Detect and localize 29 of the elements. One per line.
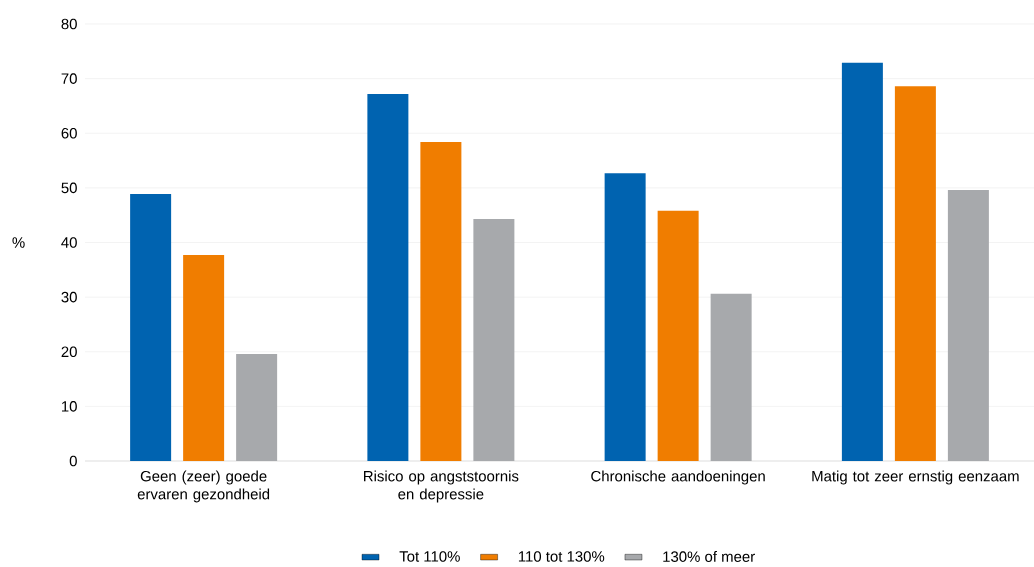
y-tick-label: 30 xyxy=(61,291,77,303)
bar xyxy=(183,255,225,461)
bar xyxy=(894,86,936,461)
bar xyxy=(367,93,409,461)
y-tick-label: 0 xyxy=(69,455,77,467)
bar xyxy=(710,293,752,461)
x-tick-label: Chronische aandoeningen xyxy=(591,470,765,485)
x-tick-label: Matig tot zeer ernstig eenzaam xyxy=(812,470,1019,485)
y-tick-label: 60 xyxy=(61,127,77,139)
bar xyxy=(473,219,515,461)
y-tick-label: 20 xyxy=(61,346,77,358)
y-tick-label: 10 xyxy=(62,401,77,412)
bar xyxy=(657,210,699,461)
y-axis-title: % xyxy=(12,237,25,248)
bar xyxy=(947,190,989,461)
y-tick-label: 50 xyxy=(61,182,77,194)
y-tick-label: 40 xyxy=(61,237,77,248)
legend-label: 130% of meer xyxy=(663,550,755,562)
x-tick-label: Geen (zeer) goede ervaren gezondheid xyxy=(137,470,270,503)
legend-label: Tot 110% xyxy=(399,551,460,562)
y-tick-label: 80 xyxy=(61,18,77,30)
x-tick-label: Risico op angststoornis en depressie xyxy=(364,470,519,503)
bar xyxy=(420,141,462,461)
bar xyxy=(841,62,883,461)
bar xyxy=(236,353,278,461)
y-tick-label: 70 xyxy=(61,73,77,84)
legend-label: 110 tot 130% xyxy=(518,551,605,562)
bar xyxy=(604,173,646,461)
bar xyxy=(130,193,172,461)
